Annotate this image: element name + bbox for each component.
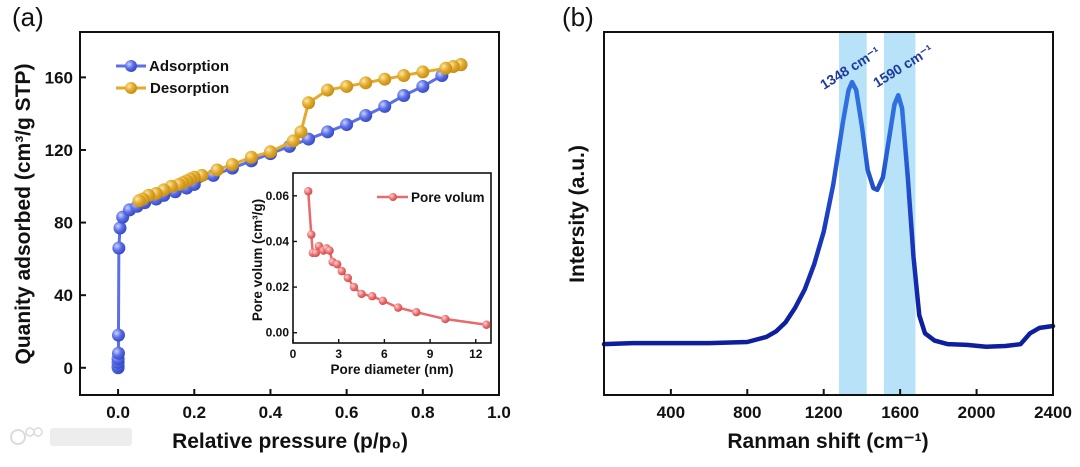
panel-a-plot-area (111, 58, 468, 375)
inset-x-axis-title: Pore diameter (nm) (330, 362, 453, 377)
inset-frame (292, 172, 492, 344)
panel-a-y-axis-title: Quanity adsorbed (cm³/g STP) (12, 63, 35, 364)
y-tick-label: 160 (45, 68, 73, 87)
desorption-point (340, 79, 354, 93)
panel-a-label: (a) (12, 2, 44, 32)
pore-volume-point (482, 320, 491, 329)
inset-y-tick-label: 0.04 (266, 234, 290, 248)
desorption-point (416, 65, 430, 79)
y-tick-label: 0 (64, 359, 73, 378)
x-tick-label: 2400 (1034, 403, 1072, 422)
adsorption-point (340, 118, 354, 132)
desorption-point (378, 72, 392, 86)
panel-b-frame (603, 31, 1054, 396)
y-tick-label: 40 (54, 286, 73, 305)
pore-volume-point (337, 266, 346, 276)
adsorption-point (397, 89, 411, 103)
desorption-point (210, 163, 224, 177)
x-tick-label: 0.0 (106, 403, 130, 422)
panel-b-plot-area (601, 79, 1056, 349)
x-tick-label: 0.8 (411, 403, 435, 422)
inset-x-tick-label: 0 (290, 347, 297, 361)
pore-volume-point (368, 292, 377, 301)
desorption-point (132, 194, 146, 208)
adsorption-point (111, 328, 125, 342)
x-tick-label: 0.2 (182, 403, 206, 422)
pore-volume-point (378, 296, 388, 305)
panel-b-ticks: 400 800 1200 1600 2000 2400 (657, 389, 1072, 422)
desorption-point (244, 150, 258, 164)
adsorption-point (321, 125, 335, 139)
panel-b-y-axis-title: Intersity (a.u.) (566, 145, 589, 283)
panel-b: (b) 400 800 1200 1600 2000 2400 1348 cm⁻¹ 159… (562, 2, 1072, 453)
inset-y-tick-label: 0.06 (266, 189, 290, 203)
desorption-point (286, 134, 300, 148)
pore-volume-point (307, 230, 316, 239)
desorption-point (263, 145, 277, 159)
legend-desorption-label: Desorption (150, 80, 229, 97)
x-tick-label: 1.0 (487, 403, 511, 422)
x-tick-label: 0.6 (335, 403, 359, 422)
desorption-point (225, 157, 239, 171)
inset-x-tick-label: 6 (381, 347, 388, 361)
watermark-logo (10, 427, 132, 446)
desorption-point (439, 61, 453, 75)
desorption-point (302, 96, 316, 110)
y-tick-label: 120 (45, 141, 73, 160)
pore-volume-point (349, 282, 359, 292)
x-tick-label: 2000 (958, 403, 996, 422)
pore-volume-point (325, 246, 334, 255)
x-tick-label: 800 (733, 403, 761, 422)
highlight-band (839, 32, 867, 395)
inset-y-tick-label: 0.02 (266, 280, 290, 294)
pore-volume-point (343, 273, 353, 283)
panel-b-x-axis-title: Ranman shift (cm⁻¹) (727, 430, 928, 453)
inset-x-tick-label: 9 (427, 347, 434, 361)
panel-a-x-axis-title: Relative pressure (p/p₀) (172, 430, 408, 453)
inset-chart: 0 3 6 9 12 0.00 0.02 0.04 0.06 Pore diameter (nm… (250, 172, 492, 377)
legend-pore-label: Pore volum (411, 190, 485, 205)
panel-a-legend: Adsorption Desorption (116, 58, 229, 97)
pore-volume-point (311, 248, 321, 258)
legend-desorption-marker (125, 82, 137, 94)
desorption-point (321, 83, 335, 97)
desorption-point (359, 76, 373, 90)
x-tick-label: 400 (657, 403, 685, 422)
adsorption-point (416, 79, 430, 93)
y-tick-label: 80 (54, 214, 73, 233)
adsorption-point (111, 346, 125, 360)
inset-x-tick-label: 3 (335, 347, 342, 361)
adsorption-point (378, 99, 392, 113)
inset-ticks: 0 3 6 9 12 0.00 0.02 0.04 0.06 (266, 189, 483, 361)
legend-pore-marker (389, 193, 397, 201)
x-tick-label: 0.4 (259, 403, 283, 422)
adsorption-point (113, 221, 127, 235)
pore-volume-point (332, 260, 342, 269)
pore-volume-point (441, 314, 450, 324)
pore-volume-point (357, 289, 366, 299)
inset-y-axis-title: Pore volum (cm³/g) (250, 199, 265, 321)
desorption-point (294, 125, 308, 139)
adsorption-point (112, 241, 126, 255)
pore-volume-point (412, 307, 421, 317)
x-tick-label: 1200 (805, 403, 843, 422)
legend-adsorption-marker (125, 60, 137, 72)
panel-a-frame (79, 31, 500, 396)
inset-y-tick-label: 0.00 (266, 326, 290, 340)
desorption-point (397, 69, 411, 83)
pore-volume-point (393, 303, 403, 312)
inset-plot-area (304, 187, 491, 329)
adsorption-point (359, 108, 373, 122)
legend-adsorption-label: Adsorption (149, 58, 229, 75)
pore-volume-point (304, 187, 313, 196)
x-tick-label: 1600 (881, 403, 919, 422)
inset-x-tick-label: 12 (469, 347, 483, 361)
panel-b-label: (b) (562, 2, 594, 32)
raman-spectrum-line (601, 79, 1056, 349)
